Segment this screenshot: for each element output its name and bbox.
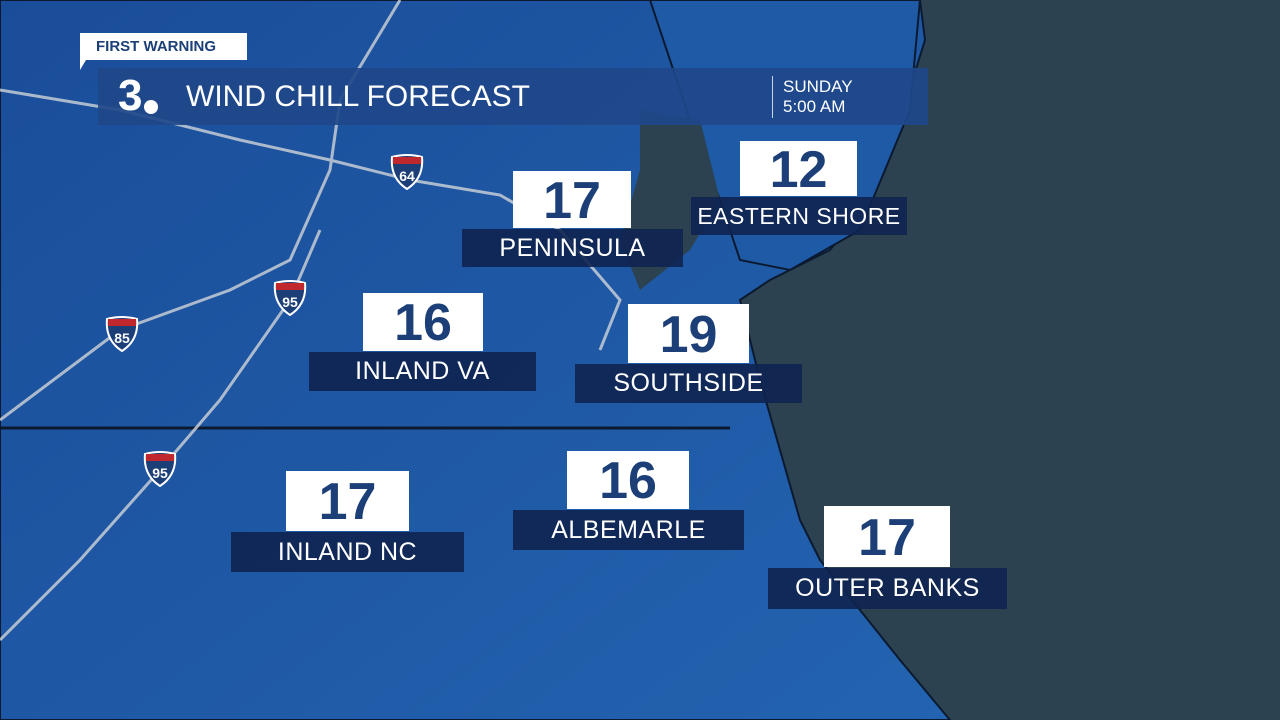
interstate-shield-icon: 95 — [273, 280, 307, 316]
region-value: 17 — [824, 506, 950, 567]
first-warning-tag: FIRST WARNING — [80, 33, 247, 70]
region-value: 16 — [567, 451, 689, 510]
interstate-shield-icon: 85 — [105, 316, 139, 352]
interstate-shield-icon: 95 — [143, 451, 177, 487]
station-logo: 3 — [118, 71, 143, 120]
page-title: WIND CHILL FORECAST — [186, 80, 530, 113]
region-label: EASTERN SHORE — [691, 197, 907, 235]
region-label: ALBEMARLE — [513, 510, 744, 550]
forecast-hour: 5:00 AM — [783, 97, 846, 116]
region-label: SOUTHSIDE — [575, 364, 802, 403]
region-value: 17 — [286, 471, 409, 531]
region-value: 17 — [513, 171, 631, 230]
region-label: INLAND VA — [309, 352, 536, 391]
divider — [772, 76, 773, 118]
svg-text:95: 95 — [282, 294, 298, 310]
region-label: PENINSULA — [462, 229, 683, 267]
region-label: INLAND NC — [231, 532, 464, 572]
svg-text:95: 95 — [152, 465, 168, 481]
region-label: OUTER BANKS — [768, 568, 1007, 609]
forecast-time: SUNDAY 5:00 AM — [783, 77, 853, 117]
forecast-day: SUNDAY — [783, 77, 853, 96]
cbs-eye-icon — [142, 98, 160, 116]
svg-text:64: 64 — [399, 168, 415, 184]
interstate-shield-icon: 64 — [390, 154, 424, 190]
region-value: 12 — [740, 141, 857, 199]
svg-text:85: 85 — [114, 330, 130, 346]
region-value: 16 — [363, 293, 483, 352]
region-value: 19 — [628, 304, 749, 364]
title-bar: 3 WIND CHILL FORECAST SUNDAY 5:00 AM — [98, 68, 928, 125]
